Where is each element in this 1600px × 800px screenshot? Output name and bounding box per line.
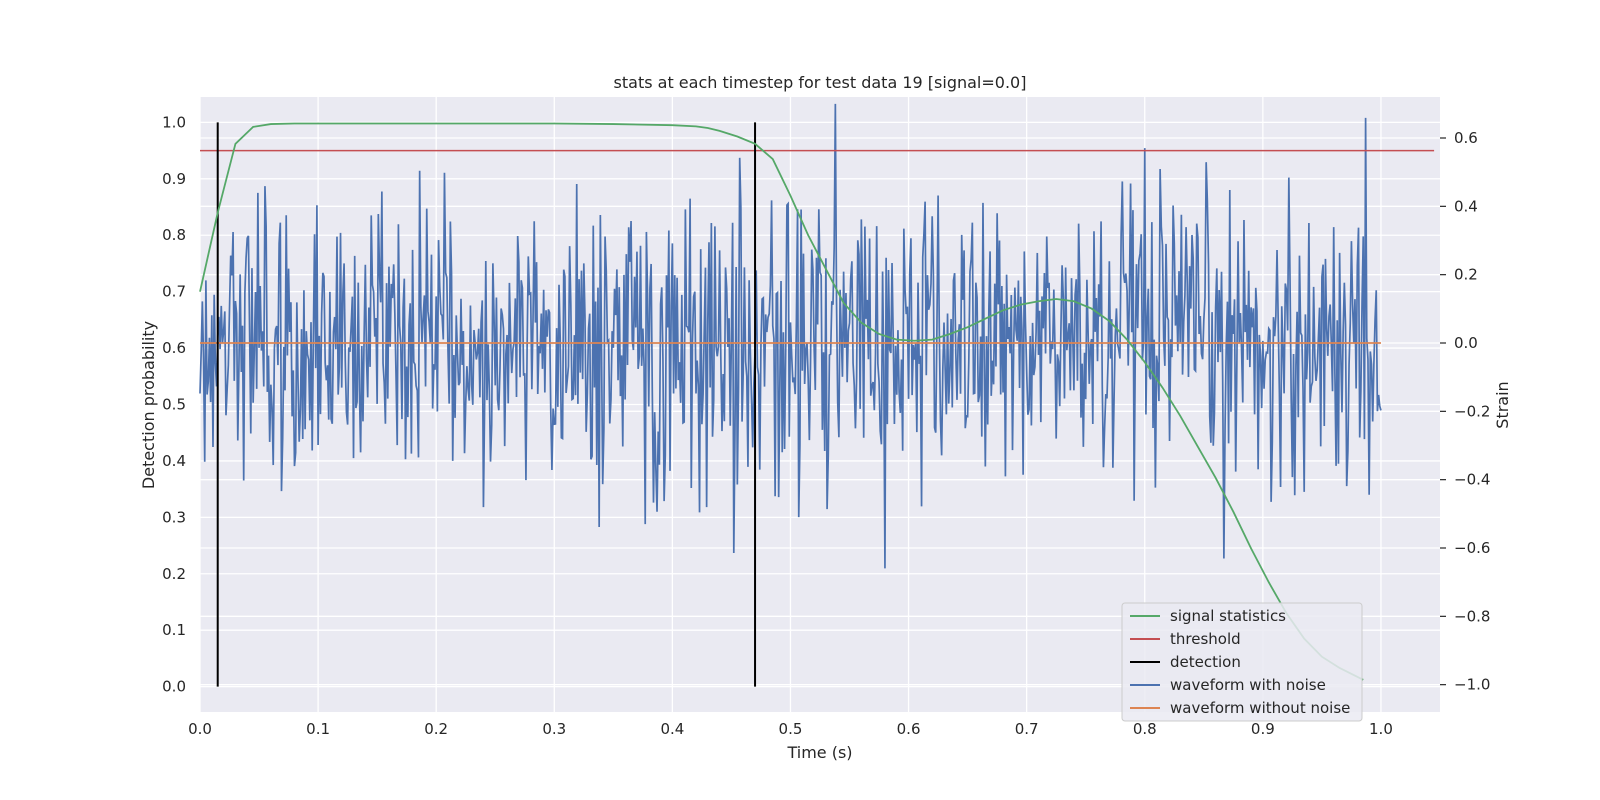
y2-tick-label: −0.4	[1454, 471, 1490, 489]
x-axis-ticks: 0.0 0.1 0.2 0.3 0.4 0.5 0.6 0.7 0.8 0.9 1.0	[188, 720, 1393, 738]
y2-tick-label: −0.8	[1454, 607, 1490, 625]
y-tick-label: 0.9	[162, 170, 186, 188]
series-waveform-with-noise	[199, 103, 1382, 569]
y2-tick-label: 0.6	[1454, 129, 1478, 147]
y-tick-label: 0.3	[162, 508, 186, 526]
legend-label-signal-statistics: signal statistics	[1170, 607, 1286, 625]
y2-axis-ticks: −1.0 −0.8 −0.6 −0.4 −0.2 0.0 0.2 0.4 0.6	[1440, 129, 1490, 694]
x-tick-label: 0.5	[779, 720, 803, 738]
legend: signal statistics threshold detection wa…	[1121, 602, 1363, 722]
legend-label-waveform-without-noise: waveform without noise	[1170, 699, 1350, 717]
y2-axis-label: Strain	[1493, 381, 1512, 428]
x-tick-label: 0.2	[424, 720, 448, 738]
y2-tick-label: 0.0	[1454, 334, 1478, 352]
y2-tick-label: 0.2	[1454, 266, 1478, 284]
series-layer	[199, 103, 1435, 687]
y-tick-label: 0.1	[162, 621, 186, 639]
y-tick-label: 0.5	[162, 396, 186, 414]
x-tick-label: 0.6	[897, 720, 921, 738]
x-tick-label: 0.0	[188, 720, 212, 738]
legend-label-threshold: threshold	[1170, 630, 1241, 648]
y2-tick-label: 0.4	[1454, 197, 1478, 215]
y-tick-label: 0.4	[162, 452, 186, 470]
series-signal-statistics	[199, 122, 1364, 681]
y2-tick-label: −0.6	[1454, 539, 1490, 557]
y-tick-label: 0.8	[162, 226, 186, 244]
y-axis-ticks: 0.0 0.1 0.2 0.3 0.4 0.5 0.6 0.7 0.8 0.9 1.0	[162, 113, 186, 695]
y2-tick-label: −0.2	[1454, 402, 1490, 420]
x-tick-label: 0.9	[1251, 720, 1275, 738]
chart-title: stats at each timestep for test data 19 …	[614, 73, 1027, 92]
x-tick-label: 0.8	[1133, 720, 1157, 738]
legend-label-waveform-with-noise: waveform with noise	[1170, 676, 1326, 694]
y-tick-label: 0.0	[162, 678, 186, 696]
legend-box	[1121, 602, 1363, 722]
y-tick-label: 0.2	[162, 565, 186, 583]
x-tick-label: 1.0	[1369, 720, 1393, 738]
y-tick-label: 1.0	[162, 113, 186, 131]
y-tick-label: 0.7	[162, 283, 186, 301]
x-tick-label: 0.4	[660, 720, 684, 738]
y-axis-label: Detection probability	[139, 321, 158, 489]
x-tick-label: 0.1	[306, 720, 330, 738]
x-tick-label: 0.7	[1015, 720, 1039, 738]
y-tick-label: 0.6	[162, 339, 186, 357]
x-tick-label: 0.3	[542, 720, 566, 738]
legend-label-detection: detection	[1170, 653, 1241, 671]
x-axis-label: Time (s)	[786, 743, 852, 762]
y2-tick-label: −1.0	[1454, 676, 1490, 694]
